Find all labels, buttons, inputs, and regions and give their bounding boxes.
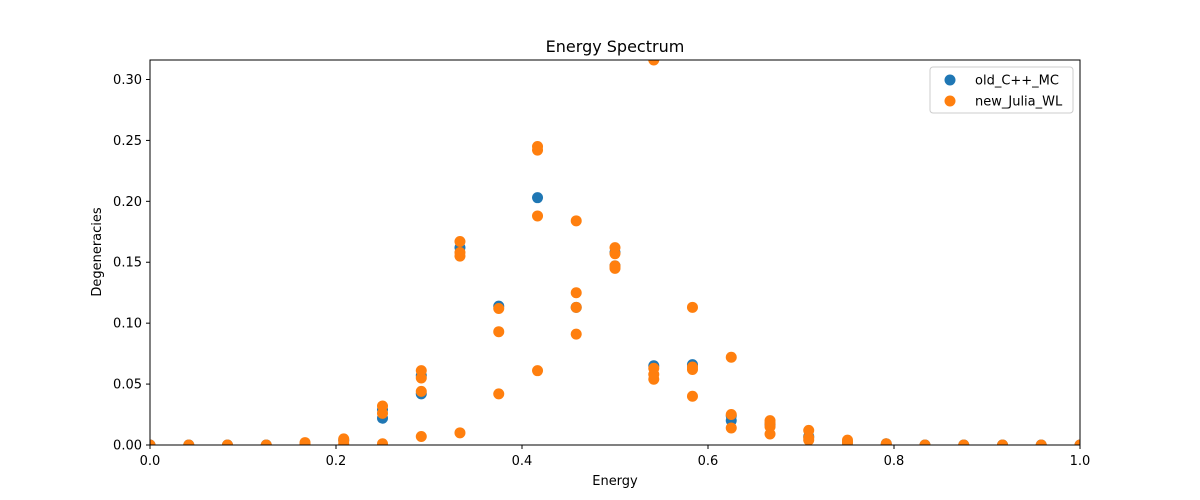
new-julia-wl-point (803, 425, 814, 436)
new-julia-wl-point (571, 329, 582, 340)
new-julia-wl-point (726, 352, 737, 363)
new-julia-wl-point (726, 422, 737, 433)
legend-marker (945, 96, 956, 107)
old-cpp-mc-point (532, 192, 543, 203)
y-tick-label: 0.25 (113, 134, 142, 149)
new-julia-wl-point (726, 409, 737, 420)
new-julia-wl-point (687, 302, 698, 313)
new-julia-wl-point (493, 326, 504, 337)
new-julia-wl-point (571, 287, 582, 298)
x-tick-label: 0.0 (140, 454, 161, 469)
legend-marker (945, 75, 956, 86)
new-julia-wl-point (454, 247, 465, 258)
new-julia-wl-point (610, 260, 621, 271)
new-julia-wl-point (648, 363, 659, 374)
x-tick-label: 0.2 (326, 454, 347, 469)
x-axis-label: Energy (592, 474, 638, 489)
legend: old_C++_MC new_Julia_WL (930, 67, 1073, 113)
new-julia-wl-point (416, 365, 427, 376)
new-julia-wl-point (571, 215, 582, 226)
new-julia-wl-point (493, 303, 504, 314)
new-julia-wl-point (338, 433, 349, 444)
x-tick-label: 1.0 (1070, 454, 1091, 469)
legend-label: old_C++_MC (975, 74, 1059, 89)
new-julia-wl-point (454, 427, 465, 438)
new-julia-wl-point (416, 386, 427, 397)
x-tick-label: 0.4 (512, 454, 533, 469)
new-julia-wl-point (765, 415, 776, 426)
new-julia-wl-point (532, 141, 543, 152)
new-julia-wl-point (687, 362, 698, 373)
chart-title: Energy Spectrum (546, 37, 685, 56)
new-julia-wl-point (532, 210, 543, 221)
new-julia-wl-point (687, 391, 698, 402)
x-tick-label: 0.8 (884, 454, 905, 469)
y-tick-label: 0.10 (113, 317, 142, 332)
new-julia-wl-point (532, 365, 543, 376)
legend-label: new_Julia_WL (975, 95, 1063, 110)
y-tick-label: 0.05 (113, 378, 142, 393)
new-julia-wl-point (377, 401, 388, 412)
y-axis-label: Degeneracies (90, 207, 105, 297)
new-julia-wl-point (493, 388, 504, 399)
new-julia-wl-point (571, 302, 582, 313)
new-julia-wl-point (454, 236, 465, 247)
new-julia-wl-point (610, 242, 621, 253)
y-tick-label: 0.00 (113, 439, 142, 454)
y-tick-label: 0.20 (113, 195, 142, 210)
y-tick-label: 0.30 (113, 73, 142, 88)
x-tick-label: 0.6 (698, 454, 719, 469)
y-tick-label: 0.15 (113, 256, 142, 271)
new-julia-wl-point (842, 435, 853, 446)
new-julia-wl-point (416, 431, 427, 442)
